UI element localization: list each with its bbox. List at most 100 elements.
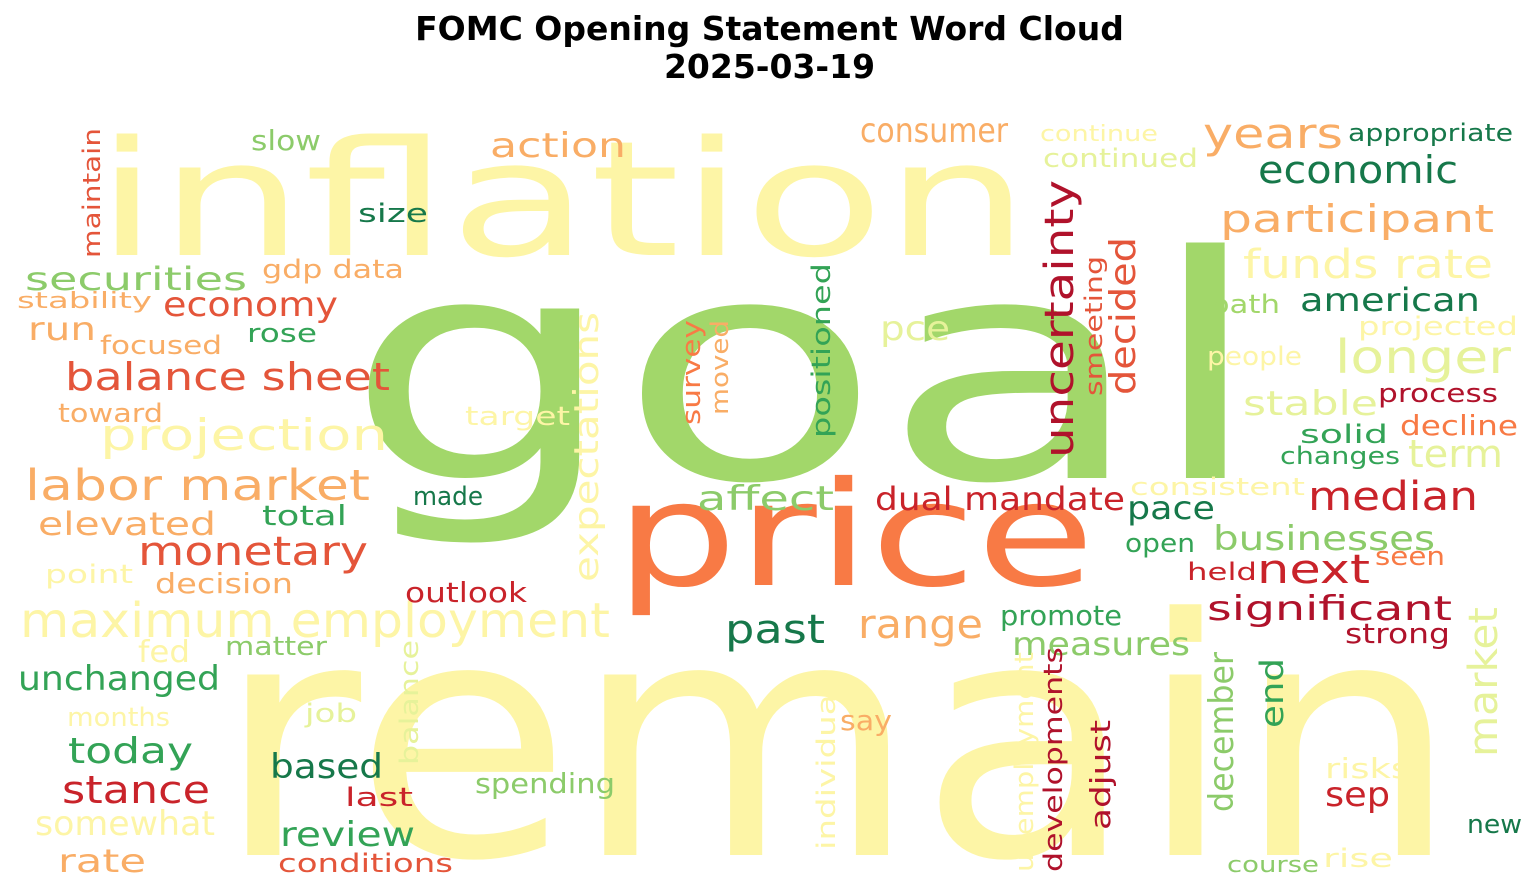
word-next: next: [1257, 547, 1370, 593]
word-maximum-employment: maximum employment: [20, 593, 610, 649]
word-unemployment: unemployment: [1010, 652, 1040, 872]
word-longer: longer: [1335, 330, 1511, 384]
word-decision: decision: [155, 567, 293, 600]
word-participant: participant: [1220, 197, 1494, 241]
word-balance-sheet: balance sheet: [65, 355, 390, 399]
word-continue: continue: [1040, 122, 1158, 147]
word-median: median: [1308, 474, 1478, 520]
word-december: december: [1202, 652, 1242, 812]
word-smeeting: smeeting: [1080, 256, 1108, 396]
word-promote: promote: [1000, 599, 1122, 632]
word-job: job: [304, 699, 357, 729]
word-course: course: [1227, 853, 1319, 878]
word-dual-mandate: dual mandate: [875, 480, 1125, 518]
word-businesses: businesses: [1213, 519, 1435, 559]
word-decided: decided: [1103, 237, 1144, 395]
word-projection: projection: [100, 410, 388, 461]
word-remain: remain: [215, 549, 1460, 890]
word-moved: moved: [706, 320, 734, 415]
word-fed: fed: [138, 635, 190, 670]
word-strong: strong: [1345, 617, 1450, 650]
word-labor-market: labor market: [25, 461, 370, 511]
word-open: open: [1125, 529, 1195, 559]
word-survey: survey: [677, 320, 707, 425]
word-run: run: [28, 310, 96, 348]
word-elevated: elevated: [38, 505, 216, 543]
word-pace: pace: [1127, 489, 1215, 527]
word-held: held: [1187, 558, 1257, 586]
title-line-2: 2025-03-19: [663, 47, 876, 86]
word-slow: slow: [251, 124, 321, 157]
word-projected: projected: [1358, 312, 1518, 342]
word-size: size: [358, 199, 428, 229]
title-line-1: FOMC Opening Statement Word Cloud: [415, 9, 1124, 48]
word-conditions: conditions: [278, 849, 453, 879]
word-seen: seen: [1375, 542, 1445, 572]
word-target: target: [465, 402, 570, 432]
word-securities: securities: [25, 260, 247, 298]
word-last: last: [345, 783, 413, 813]
word-new: new: [1467, 810, 1522, 840]
word-review: review: [280, 815, 415, 855]
word-rose: rose: [247, 319, 317, 349]
word-measures: measures: [1012, 625, 1190, 663]
word-people: people: [1207, 342, 1302, 372]
word-spending: spending: [475, 767, 615, 800]
word-action: action: [490, 126, 626, 166]
word-process: process: [1378, 379, 1498, 409]
word-decline: decline: [1400, 409, 1518, 442]
word-positioned: positioned: [807, 263, 837, 438]
word-significant: significant: [1207, 589, 1452, 629]
word-outlook: outlook: [405, 576, 528, 609]
chart-title: FOMC Opening Statement Word Cloud 2025-0…: [0, 10, 1539, 86]
word-today: today: [68, 731, 193, 772]
word-term: term: [1408, 432, 1503, 476]
word-consumer: consumer: [860, 111, 1008, 151]
word-market: market: [1461, 607, 1507, 757]
word-adjust: adjust: [1084, 720, 1117, 830]
word-economic: economic: [1258, 148, 1458, 192]
word-affect: affect: [697, 479, 834, 519]
word-toward: toward: [58, 399, 163, 429]
word-monetary: monetary: [138, 529, 368, 575]
word-stance: stance: [62, 768, 210, 812]
word-focused: focused: [100, 331, 222, 361]
word-risks: risks: [1325, 752, 1410, 785]
word-based: based: [270, 747, 383, 787]
word-continued: continued: [1043, 144, 1198, 174]
word-point: point: [45, 560, 133, 590]
word-somewhat: somewhat: [35, 804, 215, 844]
word-range: range: [858, 602, 983, 648]
word-maintain: maintain: [78, 128, 106, 258]
word-unchanged: unchanged: [18, 659, 220, 699]
word-years: years: [1203, 109, 1343, 158]
word-consistent: consistent: [1130, 473, 1305, 501]
word-matter: matter: [225, 632, 327, 662]
word-changes: changes: [1280, 442, 1400, 470]
word-developments: developments: [1039, 647, 1069, 872]
word-made: made: [413, 482, 483, 512]
word-path: path: [1210, 290, 1280, 320]
word-past: past: [725, 607, 825, 653]
word-rate: rate: [58, 842, 146, 880]
word-appropriate: appropriate: [1348, 119, 1513, 147]
word-economy: economy: [163, 285, 338, 325]
word-goal: goal: [345, 191, 1265, 552]
word-rise: rise: [1323, 844, 1393, 874]
word-funds-rate: funds rate: [1243, 242, 1493, 288]
word-pce: pce: [880, 309, 950, 349]
word-price: price: [615, 451, 1095, 620]
word-months: months: [67, 703, 170, 733]
word-stability: stability: [17, 289, 152, 314]
word-solid: solid: [1300, 420, 1388, 450]
word-individual: individual: [812, 685, 842, 850]
word-stable: stable: [1243, 384, 1378, 424]
word-end: end: [1253, 658, 1291, 728]
word-expectations: expectations: [567, 312, 607, 582]
word-uncertainty: uncertainty: [1037, 180, 1083, 458]
word-inflation: inflation: [95, 106, 1030, 293]
word-say: say: [840, 704, 892, 737]
word-american: american: [1300, 281, 1480, 319]
word-gdp-data: gdp data: [262, 255, 404, 285]
